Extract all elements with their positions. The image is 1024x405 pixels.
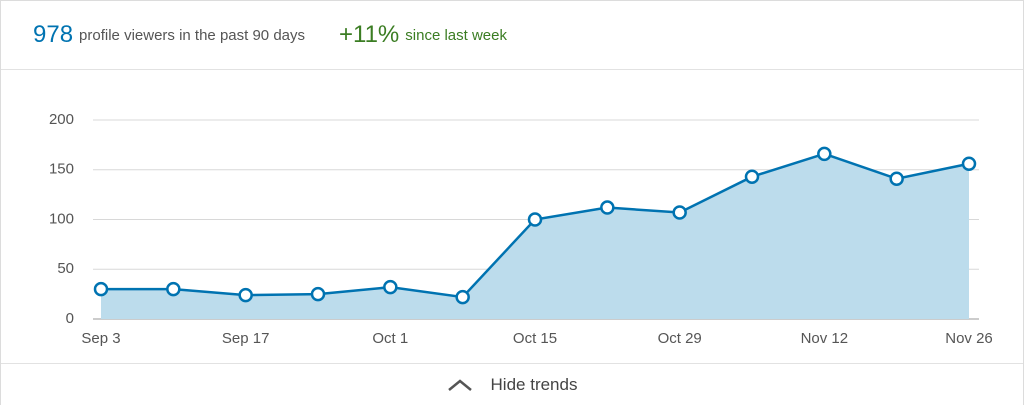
point xyxy=(166,281,181,297)
change: +11% xyxy=(339,21,400,48)
y-tick-label: 50 xyxy=(57,260,74,277)
x-tick-label: Oct 15 xyxy=(513,330,557,347)
toggle-trends[interactable]: Hide trends xyxy=(1,363,1023,405)
y-tick-label: 0 xyxy=(66,310,74,327)
point xyxy=(817,146,832,162)
y-tick-label: 100 xyxy=(49,210,74,227)
point xyxy=(310,286,326,302)
point xyxy=(93,281,109,297)
y-tick-label: 150 xyxy=(49,161,74,178)
toggle-label[interactable]: Hide trends xyxy=(490,375,578,394)
count-text: profile viewers in the past 90 days xyxy=(79,26,305,44)
point xyxy=(527,212,543,227)
x-tick-label: Nov 12 xyxy=(801,330,849,347)
area xyxy=(101,153,969,319)
x-tick-label: Sep 3 xyxy=(81,330,120,347)
x-tick-label: Sep 17 xyxy=(222,330,270,347)
point xyxy=(455,289,470,305)
header: 978 profile viewers in the past 90 days … xyxy=(1,1,1023,70)
x-tick-label: Oct 29 xyxy=(658,330,702,347)
y-tick-label: 200 xyxy=(49,111,74,128)
point xyxy=(238,287,253,303)
point xyxy=(383,279,398,295)
point xyxy=(961,156,977,172)
x-tick-label: Oct 1 xyxy=(372,330,408,347)
point xyxy=(600,200,615,215)
chart: 0 50 100 150 200 Sep 3 Sep 17 Oct 1 Oct 15 Oct 29… xyxy=(49,111,993,347)
chevron-icon xyxy=(447,379,472,391)
point xyxy=(744,169,760,184)
change-text: since last week xyxy=(405,26,507,44)
count: 978 xyxy=(33,21,74,48)
point xyxy=(889,171,904,186)
point xyxy=(672,205,687,220)
x-tick-label: Nov 26 xyxy=(945,330,993,347)
